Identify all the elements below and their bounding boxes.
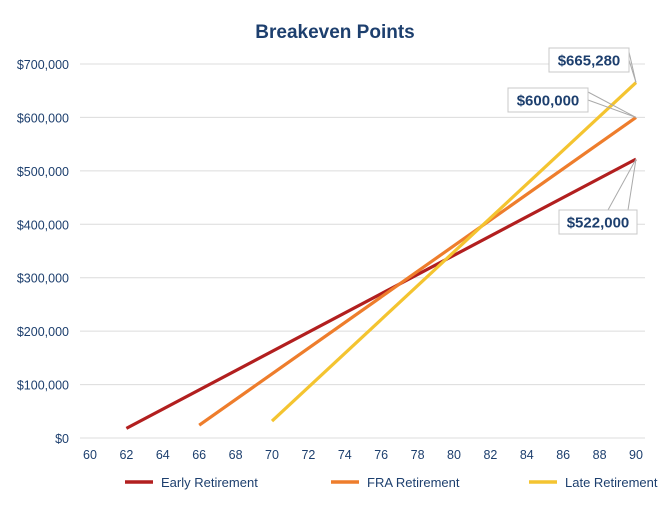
x-tick-label: 80 bbox=[447, 448, 461, 462]
y-tick-label: $500,000 bbox=[17, 165, 69, 179]
x-tick-label: 70 bbox=[265, 448, 279, 462]
x-tick-label: 68 bbox=[229, 448, 243, 462]
data-label-2: $665,280 bbox=[548, 47, 637, 83]
x-tick-label: 60 bbox=[83, 448, 97, 462]
legend-item-1: FRA Retirement bbox=[331, 475, 460, 490]
legend-label: Early Retirement bbox=[161, 475, 258, 490]
x-tick-label: 90 bbox=[629, 448, 643, 462]
x-tick-label: 88 bbox=[593, 448, 607, 462]
legend-label: Late Retirement bbox=[565, 475, 658, 490]
y-tick-label: $100,000 bbox=[17, 379, 69, 393]
y-tick-label: $700,000 bbox=[17, 58, 69, 72]
x-tick-label: 84 bbox=[520, 448, 534, 462]
x-tick-label: 64 bbox=[156, 448, 170, 462]
x-tick-label: 74 bbox=[338, 448, 352, 462]
data-label-0: $522,000 bbox=[558, 158, 638, 235]
data-label-1: $600,000 bbox=[507, 87, 637, 118]
x-tick-label: 76 bbox=[374, 448, 388, 462]
x-tick-label: 62 bbox=[119, 448, 133, 462]
legend-item-2: Late Retirement bbox=[529, 475, 658, 490]
chart-title: Breakeven Points bbox=[255, 22, 414, 43]
series-line-0 bbox=[125, 157, 637, 430]
svg-text:$665,280: $665,280 bbox=[558, 53, 621, 70]
series-line-2 bbox=[270, 81, 638, 423]
x-tick-label: 72 bbox=[301, 448, 315, 462]
y-tick-label: $600,000 bbox=[17, 111, 69, 125]
y-tick-label: $0 bbox=[55, 432, 69, 446]
y-tick-label: $300,000 bbox=[17, 272, 69, 286]
svg-text:$522,000: $522,000 bbox=[567, 215, 630, 232]
x-tick-label: 82 bbox=[483, 448, 497, 462]
series-line-1 bbox=[198, 116, 637, 427]
x-tick-label: 78 bbox=[411, 448, 425, 462]
x-tick-label: 66 bbox=[192, 448, 206, 462]
y-tick-label: $400,000 bbox=[17, 218, 69, 232]
y-tick-label: $200,000 bbox=[17, 325, 69, 339]
legend-item-0: Early Retirement bbox=[125, 475, 258, 490]
x-tick-label: 86 bbox=[556, 448, 570, 462]
svg-text:$600,000: $600,000 bbox=[517, 93, 580, 110]
legend-label: FRA Retirement bbox=[367, 475, 460, 490]
